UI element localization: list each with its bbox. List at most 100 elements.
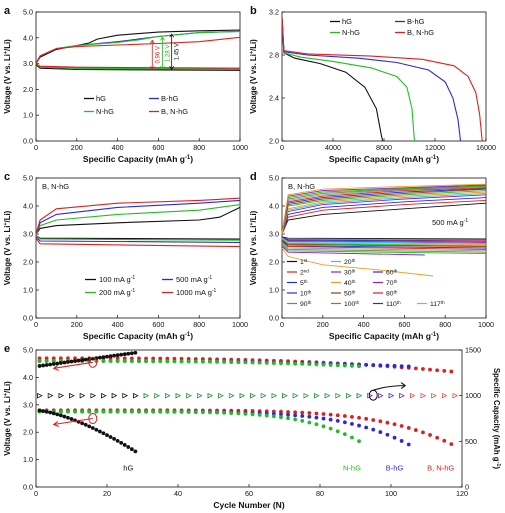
capacity-marker (324, 392, 331, 399)
y-tick-label: 3.0 (269, 230, 279, 239)
charge-voltage-marker (442, 369, 447, 373)
charge-voltage-marker (122, 359, 127, 363)
capacity-marker (292, 392, 299, 399)
discharge-voltage-marker (321, 416, 326, 421)
charge-voltage-marker (399, 364, 404, 369)
discharge-voltage-marker (378, 430, 383, 434)
charge-voltage-marker (129, 359, 134, 363)
discharge-voltage-marker (80, 421, 85, 426)
capacity-marker-circle (368, 389, 378, 401)
x-tick-label: 8000 (376, 143, 392, 152)
y2-axis-label: Specific Capacity (mAh g-1) (492, 368, 501, 469)
discharge-voltage-marker (392, 422, 397, 427)
discharge-voltage-marker (115, 438, 120, 443)
capacity-marker (335, 392, 341, 399)
charge-voltage-marker (186, 359, 191, 364)
discharge-voltage-marker (342, 432, 347, 437)
charge-curve (35, 206, 241, 235)
legend-entry: 2nd (300, 268, 309, 277)
plot-frame (35, 11, 241, 142)
charge-voltage-marker (37, 364, 42, 368)
y-tick-label: 4.0 (23, 373, 33, 382)
discharge-voltage-marker (151, 409, 156, 414)
charge-voltage-marker (76, 358, 81, 363)
discharge-voltage-marker (90, 426, 95, 430)
capacity-marker (367, 392, 373, 399)
y-tick-label: 5.0 (269, 174, 279, 183)
arrow-head (52, 364, 59, 371)
panel-letter: d (250, 171, 257, 183)
capacity-marker (175, 392, 182, 399)
panel-b: 0 4000 8000 12000 16000 2.0 2.4 2.8 3.2 Specific … (249, 5, 496, 164)
discharge-voltage-marker (250, 412, 255, 417)
capacity-marker (154, 392, 160, 399)
discharge-voltage-marker (229, 411, 234, 415)
x-tick-label: 600 (152, 320, 164, 329)
x-tick-label: 0 (280, 143, 284, 152)
panel-e: 0 20 40 60 80 100 120 0.0 1.0 2.0 3.0 4.0 5.0 Cycle N… (3, 343, 501, 510)
panel-d: 0 200 400 600 800 1000 0.0 1.0 2.0 3.0 4.0 5.0 Speci… (249, 171, 494, 341)
charge-voltage-marker (208, 359, 212, 364)
discharge-voltage-marker (442, 438, 447, 443)
charge-voltage-marker (314, 362, 319, 367)
charge-voltage-marker (129, 351, 134, 356)
charge-voltage-marker (115, 359, 120, 363)
charge-voltage-marker (62, 360, 67, 365)
charge-voltage-marker (243, 360, 248, 365)
discharge-curve-cycle (281, 236, 487, 242)
charge-voltage-marker (112, 353, 116, 358)
discharge-voltage-marker (314, 411, 319, 416)
legend-entry: 90th (300, 300, 312, 309)
charge-voltage-marker (385, 363, 390, 368)
discharge-voltage-marker (293, 410, 298, 415)
charge-voltage-marker (428, 367, 432, 372)
y-tick-label: 0.0 (269, 314, 279, 323)
discharge-voltage-marker (101, 431, 106, 436)
capacity-marker (388, 392, 395, 399)
x-tick-label: 20 (103, 489, 111, 498)
y2-tick-label: 1500 (465, 346, 481, 355)
capacity-series-B-N-hG (37, 392, 458, 399)
charge-voltage-marker (286, 361, 290, 366)
discharge-voltage-marker (98, 429, 102, 434)
discharge-voltage-marker (321, 412, 326, 416)
discharge-voltage-marker (87, 424, 92, 429)
x-tick-label: 400 (112, 143, 124, 152)
y-tick-label: 3.0 (23, 230, 33, 239)
discharge-voltage-marker (137, 409, 141, 414)
y-tick-label: 2.4 (269, 94, 279, 103)
discharge-marker-circle (88, 413, 98, 424)
capacity-marker (399, 392, 405, 399)
charge-voltage-marker (151, 359, 156, 364)
discharge-voltage-marker (129, 409, 134, 414)
charge-voltage-marker (421, 367, 425, 371)
charge-curve (35, 199, 241, 235)
x-tick-label: 0 (34, 143, 38, 152)
discharge-voltage-marker (364, 416, 369, 421)
discharge-voltage-marker (236, 411, 241, 416)
legend-entry: 110th (386, 300, 401, 309)
charge-voltage-marker (119, 352, 124, 357)
charge-marker-circle (88, 356, 98, 368)
panel-letter: e (4, 343, 10, 355)
y-tick-label: 2.0 (269, 137, 279, 146)
discharge-curve-cycle (281, 237, 487, 243)
panel-c: 0 200 400 600 800 1000 0.0 1.0 2.0 3.0 4.0 5.0 Speci… (3, 171, 248, 341)
x-axis-label: Specific Capacity (mAh g-1) (329, 331, 439, 341)
y-tick-label: 3.2 (269, 8, 279, 17)
discharge-voltage-marker (286, 416, 290, 421)
x-tick-label: 0 (34, 489, 38, 498)
discharge-curve-cycle (281, 237, 487, 244)
discharge-voltage-marker (222, 410, 227, 415)
charge-voltage-marker (115, 356, 120, 361)
discharge-voltage-series-hG (37, 408, 138, 454)
panel-sample-label: B, N-hG (42, 182, 69, 191)
charge-voltage-marker (51, 362, 56, 366)
charge-voltage-marker (105, 354, 109, 359)
legend-entry: 10th (300, 289, 312, 298)
discharge-curve-cycle (281, 244, 487, 255)
rate-label: 500 mA g-1 (432, 218, 468, 227)
discharge-voltage-marker (286, 412, 290, 417)
discharge-voltage-marker (73, 409, 77, 414)
legend-entry: 117th (430, 300, 445, 309)
